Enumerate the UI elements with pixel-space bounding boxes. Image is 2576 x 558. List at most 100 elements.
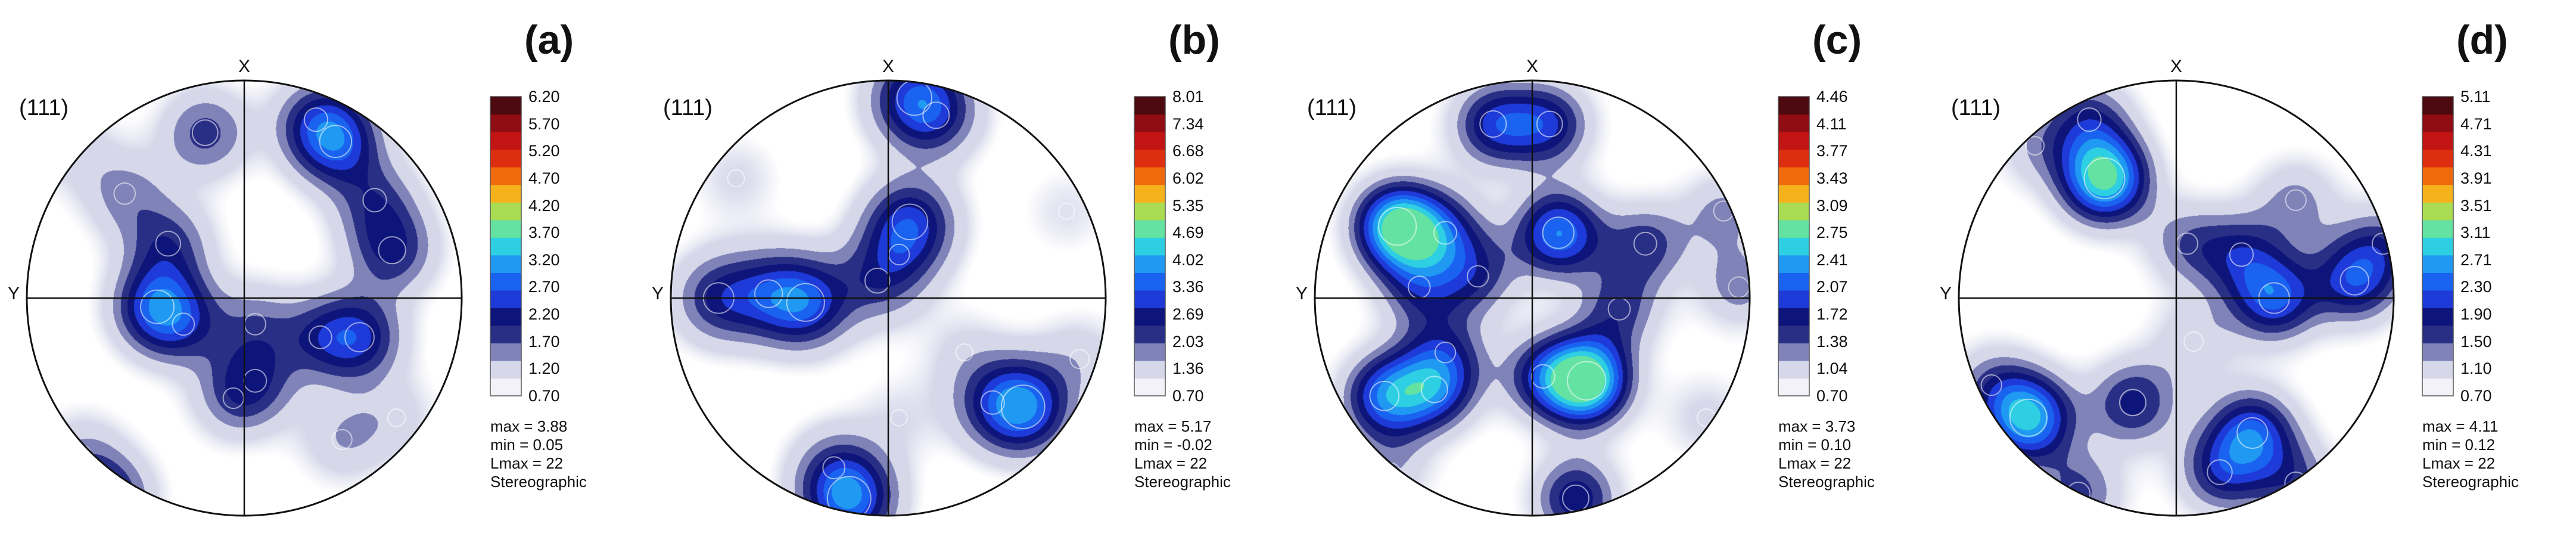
colorbar-segment [2422, 272, 2453, 291]
colorbar-tick-label: 2.03 [1172, 332, 1204, 351]
colorbar-tick-label: 3.09 [1816, 196, 1848, 215]
colorbar-segment [1778, 114, 1809, 132]
colorbar-tick-label: 2.30 [2460, 278, 2492, 296]
colorbar-segment [1134, 149, 1165, 168]
colorbar-segment [1778, 237, 1809, 256]
colorbar-tick-label: 0.70 [528, 387, 560, 405]
projection-circle [1314, 79, 1751, 517]
colorbar-tick-label: 4.46 [1816, 88, 1848, 106]
density-peak [822, 456, 846, 480]
stats-line: min = 0.12 [2422, 436, 2496, 454]
axis-label-y: Y [1940, 284, 1952, 303]
density-peak [1420, 376, 1448, 404]
colorbar-tick-label: 3.51 [2460, 196, 2492, 215]
colorbar-tick-label: 1.36 [1172, 359, 1204, 378]
colorbar-segment [490, 378, 521, 396]
density-peak [1479, 110, 1507, 138]
colorbar-segment [2422, 167, 2453, 185]
colorbar-segment [1778, 325, 1809, 344]
density-peak [319, 125, 353, 158]
density-peak [2009, 398, 2048, 437]
plane-label: (111) [663, 95, 713, 120]
colorbar-segment [2422, 290, 2453, 308]
density-peak [980, 390, 1005, 415]
colorbar-segment [2422, 132, 2453, 150]
colorbar-segment [2422, 360, 2453, 379]
pole-figure-plot [1314, 79, 1810, 517]
colorbar-tick-label: 4.69 [1172, 224, 1204, 242]
colorbar-tick-label: 4.70 [528, 169, 560, 187]
density-peak [331, 429, 353, 450]
density-peak [955, 343, 973, 362]
colorbar-tick-label: 4.20 [528, 196, 560, 215]
colorbar-segment [1778, 360, 1809, 379]
panel-label: (a) [524, 17, 574, 63]
density-peak [2025, 136, 2045, 156]
colorbar-segment [490, 202, 521, 221]
pole-figure-panel: (c) (111) X Y 4.46 4.11 3.77 3.43 3.09 2.75 2.41 2.… [1288, 0, 1932, 558]
density-peak [2339, 266, 2370, 296]
colorbar-segment [1134, 132, 1165, 150]
colorbar-tick-label: 2.69 [1172, 305, 1204, 324]
colorbar-tick-label: 3.20 [528, 250, 560, 269]
colorbar-tick-label: 1.70 [528, 332, 560, 351]
colorbar-segment [1134, 325, 1165, 344]
stats-line: Stereographic [2422, 473, 2519, 491]
stats-line: Lmax = 22 [1134, 454, 1208, 472]
colorbar-tick-label: 0.70 [2460, 387, 2492, 405]
axis-label-x: X [882, 57, 895, 76]
density-peak [344, 322, 375, 353]
stats-line: Lmax = 22 [2422, 454, 2496, 472]
colorbar-segment [1778, 255, 1809, 273]
colorbar-tick-label: 3.36 [1172, 278, 1204, 296]
pole-figure-panel: (d) (111) X Y 5.11 4.71 4.31 3.91 3.51 3.11 2.71 2.… [1932, 0, 2576, 558]
colorbar-segment [1778, 202, 1809, 221]
pole-figure-panel: (b) (111) X Y 8.01 7.34 6.68 6.02 5.35 4.69 4.02 3.… [644, 0, 1288, 558]
colorbar-segment [1134, 343, 1165, 361]
colorbar-tick-label: 4.02 [1172, 250, 1204, 269]
density-peak [2285, 189, 2307, 211]
colorbar-segment [490, 272, 521, 291]
axis-label-x: X [238, 57, 251, 76]
colorbar-segment [1778, 132, 1809, 150]
density-peak [2083, 157, 2126, 200]
colorbar-segment [490, 219, 521, 238]
density-peak [1536, 110, 1563, 138]
colorbar-segment [2422, 255, 2453, 273]
colorbar-tick-label: 2.71 [2460, 250, 2492, 269]
colorbar-tick-label: 6.02 [1172, 169, 1204, 187]
colorbar-segment [490, 343, 521, 361]
density-peak [1530, 364, 1555, 389]
colorbar-segment [1778, 97, 1809, 115]
panel-label: (d) [2456, 17, 2508, 63]
stats-line: max = 5.17 [1134, 417, 1212, 435]
colorbar-segment [490, 325, 521, 344]
density-peak [786, 283, 825, 322]
colorbar-segment [490, 149, 521, 168]
colorbar-segment [1134, 272, 1165, 291]
colorbar-tick-label: 6.68 [1172, 142, 1204, 160]
density-peak [362, 188, 387, 213]
density-peak [1542, 216, 1575, 249]
colorbar-segment [1134, 167, 1165, 185]
colorbar-segment [490, 360, 521, 379]
projection-circle [26, 79, 463, 517]
pole-figure-plot [670, 79, 1166, 517]
colorbar-segment [2422, 325, 2453, 344]
colorbar-tick-label: 0.70 [1172, 387, 1204, 405]
colorbar-segment [1134, 114, 1165, 132]
colorbar-frame [1778, 96, 1810, 396]
panel-label: (b) [1168, 17, 1220, 63]
colorbar-segment [2422, 97, 2453, 115]
colorbar-segment [490, 308, 521, 326]
density-peak [1000, 385, 1046, 429]
density-peak [1466, 265, 1489, 288]
projection-circle [1958, 79, 2395, 517]
colorbar-segment [2422, 114, 2453, 132]
colorbar-segment [490, 132, 521, 150]
colorbar-segment [1778, 167, 1809, 185]
density-peak [155, 230, 182, 257]
colorbar-segment [2422, 149, 2453, 168]
plane-label: (111) [1951, 95, 2001, 120]
density-peak [727, 169, 745, 188]
